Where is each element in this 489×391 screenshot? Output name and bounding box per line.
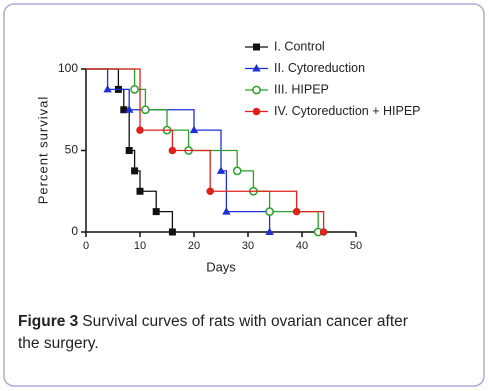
- legend-label: IV. Cytoreduction + HIPEP: [274, 104, 421, 118]
- marker: [130, 85, 139, 94]
- marker: [319, 228, 328, 236]
- y-tick-label: 0: [71, 224, 78, 238]
- marker: [136, 126, 144, 134]
- caption-line2: the surgery.: [18, 335, 99, 352]
- marker: [125, 147, 133, 154]
- marker: [252, 85, 261, 95]
- marker: [252, 64, 261, 72]
- y-axis-label: Percent survival: [35, 96, 50, 204]
- marker: [152, 208, 160, 216]
- x-tick-label: 30: [242, 240, 254, 252]
- marker: [216, 166, 226, 174]
- marker: [292, 207, 301, 216]
- x-tick-label: 0: [83, 240, 89, 252]
- y-tick-label: 50: [65, 143, 79, 157]
- caption: Figure 3 Survival curves of rats with ova…: [18, 313, 408, 330]
- marker: [168, 146, 177, 155]
- marker: [136, 187, 144, 195]
- legend-label: I. Control: [274, 39, 325, 53]
- legend-label: II. Cytoreduction: [274, 61, 365, 75]
- marker: [232, 166, 242, 176]
- marker: [253, 43, 260, 51]
- marker: [206, 187, 214, 196]
- x-tick-label: 10: [134, 240, 146, 252]
- x-tick-label: 50: [350, 240, 362, 252]
- marker: [141, 105, 150, 115]
- y-tick-label: 100: [58, 61, 78, 75]
- marker: [189, 125, 199, 134]
- marker: [125, 105, 134, 113]
- marker: [252, 107, 261, 116]
- x-axis-label: Days: [206, 259, 236, 274]
- caption-label: Figure 3: [18, 313, 79, 330]
- legend-label: III. HIPEP: [274, 82, 329, 96]
- marker: [168, 228, 176, 236]
- marker: [131, 167, 139, 175]
- x-tick-label: 40: [296, 240, 308, 252]
- marker: [265, 207, 274, 216]
- marker: [120, 106, 128, 114]
- marker: [103, 84, 112, 93]
- marker: [265, 227, 274, 235]
- x-tick-label: 20: [188, 240, 200, 252]
- survival-line: [86, 68, 325, 232]
- caption-line1: Survival curves of rats with ovarian can…: [82, 313, 408, 330]
- marker: [222, 207, 231, 215]
